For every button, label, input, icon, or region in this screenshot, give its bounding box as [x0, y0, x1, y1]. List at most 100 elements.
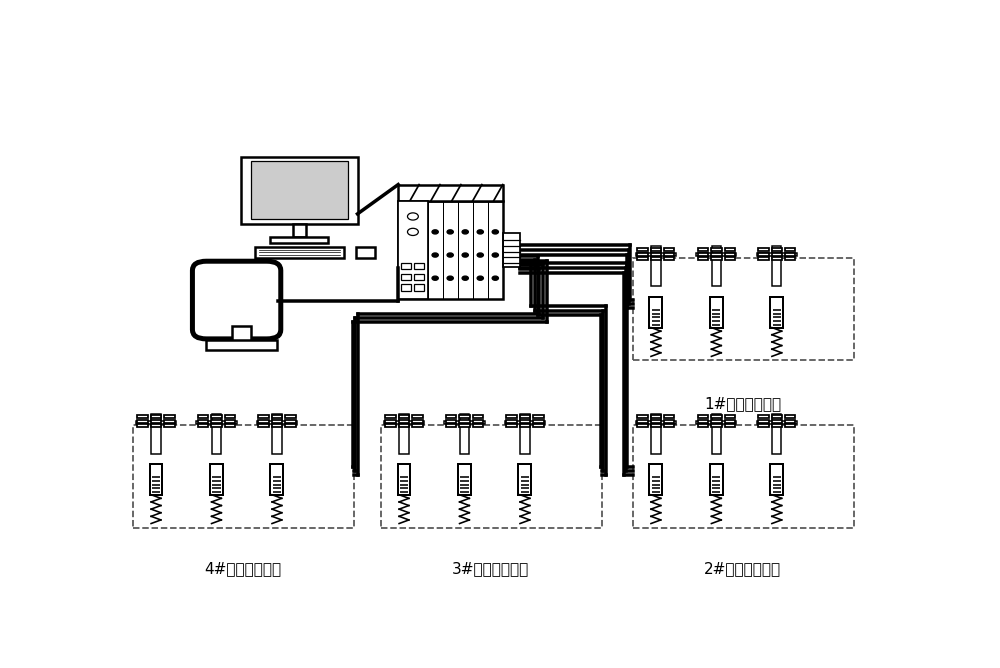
Bar: [211, 424, 222, 428]
Bar: [664, 424, 674, 428]
Circle shape: [447, 253, 453, 257]
Bar: [136, 421, 176, 424]
Bar: [773, 476, 781, 478]
Bar: [725, 248, 735, 251]
Bar: [664, 253, 674, 256]
Bar: [400, 484, 408, 486]
Bar: [412, 424, 423, 428]
Bar: [458, 464, 471, 495]
Bar: [772, 257, 782, 261]
Bar: [757, 253, 797, 257]
Bar: [698, 248, 708, 251]
Bar: [459, 424, 470, 428]
Bar: [770, 464, 783, 495]
Bar: [533, 424, 544, 428]
Circle shape: [462, 276, 468, 281]
Bar: [651, 248, 661, 251]
Bar: [698, 424, 708, 428]
Bar: [637, 415, 648, 418]
Bar: [698, 415, 708, 418]
FancyBboxPatch shape: [192, 261, 281, 339]
Bar: [270, 464, 283, 495]
Bar: [711, 424, 722, 428]
Bar: [696, 421, 736, 424]
Bar: [151, 420, 161, 423]
Bar: [518, 464, 531, 495]
Bar: [772, 415, 782, 418]
Bar: [652, 476, 660, 478]
Bar: [293, 224, 306, 237]
Bar: [164, 424, 175, 428]
Bar: [770, 297, 783, 327]
Bar: [506, 415, 517, 418]
Bar: [712, 313, 720, 315]
Bar: [698, 420, 708, 423]
Bar: [399, 424, 409, 428]
Bar: [757, 421, 797, 424]
Bar: [257, 421, 297, 424]
Bar: [725, 420, 735, 423]
Bar: [505, 421, 545, 424]
Bar: [258, 415, 269, 418]
Bar: [652, 320, 660, 322]
Circle shape: [462, 230, 468, 234]
Bar: [712, 317, 720, 319]
Bar: [651, 257, 661, 261]
Bar: [473, 420, 483, 423]
Bar: [652, 313, 660, 315]
Bar: [225, 424, 235, 428]
Bar: [446, 420, 456, 423]
Bar: [664, 415, 674, 418]
Bar: [533, 420, 544, 423]
Bar: [272, 420, 282, 423]
Bar: [444, 421, 485, 424]
Bar: [401, 285, 411, 291]
Bar: [521, 484, 529, 486]
Circle shape: [432, 253, 438, 257]
Bar: [381, 425, 602, 528]
Bar: [164, 420, 175, 423]
Bar: [773, 313, 781, 315]
Bar: [460, 413, 469, 454]
Circle shape: [432, 276, 438, 281]
Bar: [400, 487, 408, 489]
Bar: [460, 476, 469, 478]
Bar: [520, 413, 530, 454]
Bar: [460, 491, 469, 493]
Bar: [533, 415, 544, 418]
Bar: [212, 480, 221, 482]
Bar: [637, 253, 648, 256]
Bar: [137, 415, 148, 418]
Bar: [520, 420, 530, 423]
Bar: [212, 487, 221, 489]
Bar: [398, 201, 503, 299]
Bar: [758, 253, 769, 256]
Bar: [651, 415, 661, 418]
Bar: [652, 309, 660, 311]
Bar: [712, 476, 720, 478]
Bar: [400, 491, 408, 493]
Bar: [385, 424, 396, 428]
Bar: [152, 487, 160, 489]
Bar: [255, 247, 344, 258]
Bar: [400, 476, 408, 478]
Bar: [712, 320, 720, 322]
Bar: [652, 317, 660, 319]
Bar: [758, 415, 769, 418]
Bar: [773, 480, 781, 482]
Bar: [637, 424, 648, 428]
Circle shape: [407, 213, 418, 220]
Bar: [198, 424, 208, 428]
Bar: [773, 320, 781, 322]
Bar: [521, 491, 529, 493]
Bar: [398, 464, 410, 495]
Bar: [636, 253, 676, 257]
Bar: [285, 424, 296, 428]
Bar: [212, 476, 221, 478]
Bar: [137, 424, 148, 428]
Bar: [649, 297, 662, 327]
Bar: [164, 415, 175, 418]
Bar: [652, 323, 660, 326]
Bar: [151, 413, 161, 454]
Bar: [773, 484, 781, 486]
